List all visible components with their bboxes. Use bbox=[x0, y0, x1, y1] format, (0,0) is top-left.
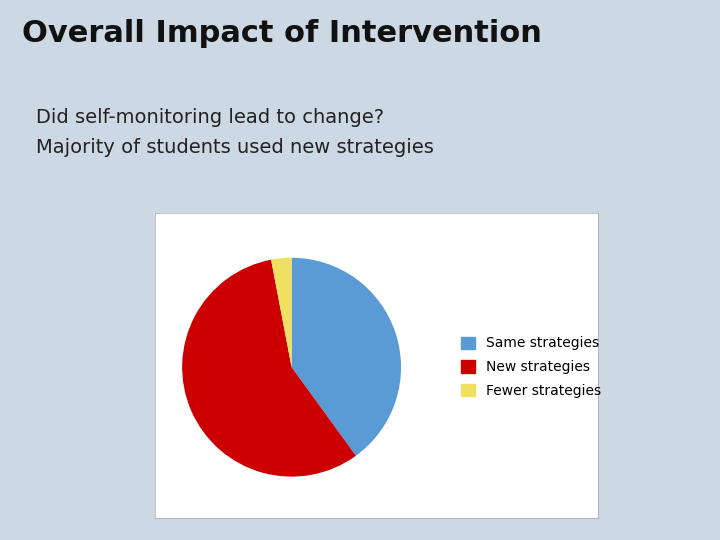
Wedge shape bbox=[271, 258, 292, 367]
Wedge shape bbox=[182, 260, 356, 477]
Wedge shape bbox=[292, 258, 401, 456]
Text: Did self-monitoring lead to change?: Did self-monitoring lead to change? bbox=[36, 108, 384, 127]
Text: Overall Impact of Intervention: Overall Impact of Intervention bbox=[22, 19, 541, 48]
Legend: Same strategies, New strategies, Fewer strategies: Same strategies, New strategies, Fewer s… bbox=[457, 332, 606, 402]
Text: Majority of students used new strategies: Majority of students used new strategies bbox=[36, 138, 434, 157]
